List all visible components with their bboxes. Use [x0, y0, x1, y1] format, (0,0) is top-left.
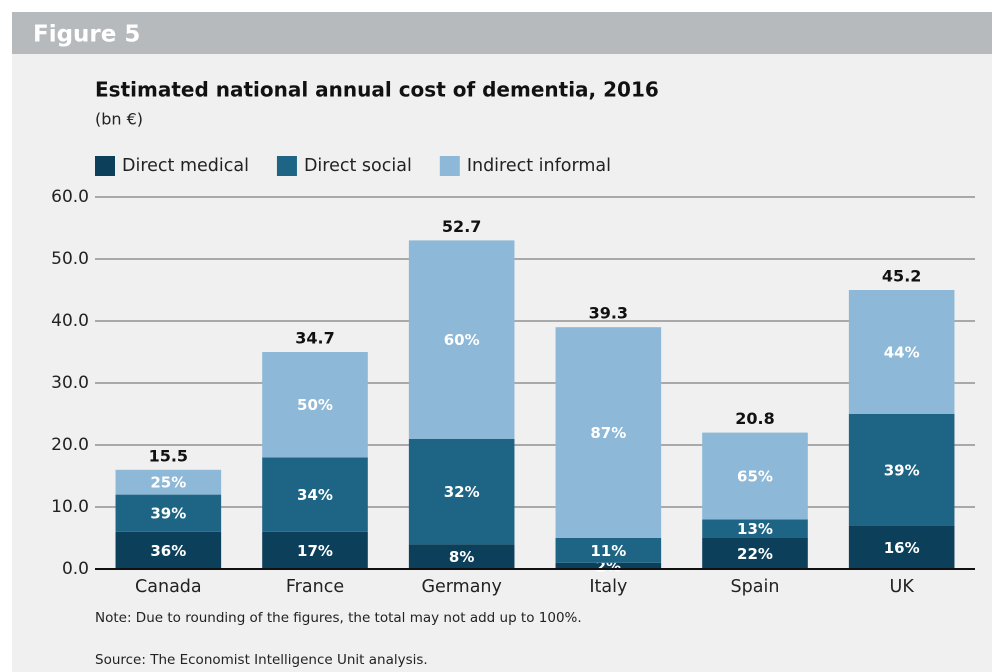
legend-swatch [439, 156, 460, 176]
legend-label: Indirect informal [467, 156, 611, 176]
bar-segment [115, 469, 222, 495]
y-tick-label: 40.0 [51, 311, 89, 331]
segment-label: 65% [737, 468, 773, 486]
bar-segment [115, 494, 222, 532]
y-tick-label: 50.0 [51, 249, 89, 269]
segment-label: 11% [590, 542, 626, 560]
y-tick-label: 20.0 [51, 435, 89, 455]
legend-swatch [276, 156, 297, 176]
segment-label: 32% [444, 483, 480, 501]
bar-segment [848, 414, 955, 526]
segment-label: 87% [590, 424, 626, 442]
y-tick-label: 60.0 [51, 187, 89, 207]
segment-label: 17% [297, 542, 333, 560]
segment-label: 60% [444, 331, 480, 349]
bar-segment [848, 525, 955, 569]
y-tick-label: 30.0 [51, 373, 89, 393]
legend-label: Direct medical [122, 156, 249, 176]
bar-segment [702, 538, 808, 569]
x-tick-label: France [286, 577, 344, 597]
total-label: 15.5 [149, 446, 188, 465]
y-tick-label: 10.0 [51, 497, 89, 517]
figure-label: Figure 5 [33, 22, 140, 48]
total-label: 34.7 [295, 329, 334, 348]
chart-subtitle: (bn €) [95, 110, 143, 129]
total-label: 45.2 [882, 267, 921, 286]
total-label: 52.7 [442, 217, 481, 236]
segment-label: 36% [150, 542, 186, 560]
bar-segment [408, 544, 515, 569]
legend-label: Direct social [304, 156, 412, 176]
total-label: 20.8 [735, 409, 774, 428]
x-tick-label: Canada [135, 577, 202, 597]
bar-segment [555, 327, 662, 538]
bar-segment [848, 290, 955, 414]
header-band [12, 12, 992, 54]
total-label: 39.3 [589, 304, 628, 323]
bar-segment [262, 457, 368, 532]
x-tick-label: Germany [421, 577, 501, 597]
x-tick-label: Italy [589, 577, 627, 597]
segment-label: 16% [884, 539, 920, 557]
x-tick-label: UK [890, 577, 915, 597]
bar-segment [262, 352, 368, 458]
bar-segment [555, 538, 662, 563]
segment-label: 13% [737, 520, 773, 538]
bar-segment [702, 432, 808, 520]
legend-swatch [95, 156, 115, 176]
bar-segment [408, 438, 515, 545]
bar-segment [555, 562, 662, 569]
segment-label: 22% [737, 545, 773, 563]
bar-segment [702, 519, 808, 538]
segment-label: 39% [150, 505, 186, 523]
segment-label: 50% [297, 396, 333, 414]
chart-title: Estimated national annual cost of dement… [95, 78, 659, 102]
source: Source: The Economist Intelligence Unit … [95, 652, 428, 668]
bar-segment [408, 240, 515, 439]
bar-segment [115, 531, 222, 569]
segment-label: 34% [297, 486, 333, 504]
segment-label: 44% [884, 344, 920, 362]
x-tick-label: Spain [731, 577, 780, 597]
bar-segment [262, 531, 368, 569]
y-tick-label: 0.0 [62, 559, 89, 579]
segment-label: 39% [884, 461, 920, 479]
note: Note: Due to rounding of the figures, th… [95, 610, 582, 626]
segment-label: 8% [449, 548, 474, 566]
segment-label: 25% [150, 474, 186, 492]
